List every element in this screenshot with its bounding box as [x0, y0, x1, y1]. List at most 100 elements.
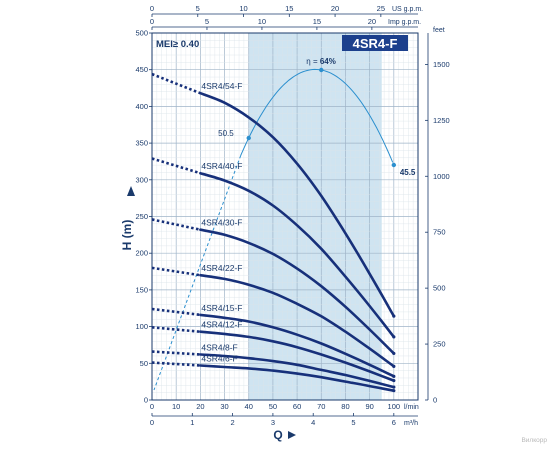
curve-extension-4sr4-40-f	[151, 157, 201, 175]
x-axis-arrow	[288, 431, 296, 439]
y-tick-label: 100	[135, 322, 148, 331]
y-axis-arrow	[127, 186, 135, 196]
feet-unit-label: feet	[433, 27, 445, 34]
y-tick-label: 150	[135, 285, 148, 294]
curve-extension-4sr4-12-f	[151, 326, 201, 334]
feet-tick-label: 250	[433, 340, 446, 349]
usgpm-tick-label: 10	[239, 4, 247, 13]
x-tick-label: 0	[150, 402, 154, 411]
curve-extension-4sr4-22-f	[151, 266, 201, 277]
m3h-tick-label: 2	[231, 418, 235, 427]
feet-tick-label: 750	[433, 228, 446, 237]
curve-end-point	[392, 374, 396, 378]
feet-tick-label: 0	[433, 396, 437, 405]
feet-tick-label: 1250	[433, 116, 450, 125]
mei-label: MEI≥ 0.40	[156, 39, 199, 50]
efficiency-marker	[391, 162, 397, 168]
curve-extension-4sr4-8-f	[151, 350, 201, 356]
curve-4sr4-15-f	[199, 313, 396, 378]
x-tick-label: 40	[245, 402, 253, 411]
series-label: 4SR4/40-F	[201, 161, 242, 171]
efficiency-marker	[319, 67, 324, 73]
curve-end-point	[392, 364, 396, 368]
x-axis-title: Q	[273, 428, 282, 442]
y-tick-label: 250	[135, 212, 148, 221]
x-tick-label: 20	[196, 402, 204, 411]
curve-extension-4sr4-30-f	[151, 218, 201, 231]
efficiency-peak-label: η = 64%	[306, 57, 336, 66]
curve-end-point	[392, 379, 396, 383]
curve-extension-4sr4-54-f	[151, 72, 201, 95]
x-tick-label: 60	[293, 402, 301, 411]
curve-end-point	[392, 314, 396, 318]
efficiency-peak-symbol: η =	[306, 57, 320, 66]
impgpm-unit-label: Imp g.p.m.	[388, 19, 421, 26]
curve-4sr4-40-f	[199, 171, 396, 339]
series-label: 4SR4/8-F	[201, 342, 237, 352]
curve-4sr4-8-f	[199, 353, 396, 389]
m3h-unit-label: m³/h	[404, 420, 418, 427]
usgpm-tick-label: 0	[150, 4, 154, 13]
curve-extension-4sr4-6-f	[151, 361, 201, 367]
m3h-tick-label: 3	[271, 418, 275, 427]
curve-extension-4sr4-15-f	[151, 307, 201, 317]
series-label: 4SR4/15-F	[201, 303, 242, 313]
series-label: 4SR4/22-F	[201, 263, 242, 273]
impgpm-tick-label: 15	[313, 17, 321, 26]
y-axis-title: H (m)	[120, 220, 134, 251]
y-tick-label: 300	[135, 175, 148, 184]
series-label: 4SR4/30-F	[201, 218, 242, 228]
y-tick-label: 200	[135, 249, 148, 258]
x-tick-label: 100	[388, 402, 401, 411]
y-tick-label: 350	[135, 139, 148, 148]
x-tick-label: 50	[269, 402, 277, 411]
curve-end-point	[392, 385, 396, 389]
y-tick-label: 0	[144, 396, 148, 405]
m3h-tick-label: 6	[392, 418, 396, 427]
impgpm-tick-label: 0	[150, 17, 154, 26]
efficiency-peak-value: 64%	[320, 57, 336, 66]
x-tick-label: 90	[365, 402, 373, 411]
x-tick-label: 30	[220, 402, 228, 411]
impgpm-tick-label: 20	[368, 17, 376, 26]
curve-end-point	[392, 351, 396, 356]
curve-end-point	[392, 335, 396, 339]
feet-tick-label: 500	[433, 284, 446, 293]
curve-4sr4-12-f	[199, 330, 396, 382]
y-tick-label: 50	[140, 359, 148, 368]
m3h-tick-label: 5	[351, 418, 355, 427]
usgpm-tick-label: 20	[331, 4, 339, 13]
watermark: Вилкорр	[521, 437, 547, 444]
y-tick-label: 450	[135, 65, 148, 74]
feet-tick-label: 1500	[433, 60, 450, 69]
series-label: 4SR4/12-F	[201, 320, 242, 330]
curve-end-point	[392, 389, 396, 393]
series-label: 4SR4/54-F	[201, 81, 242, 91]
impgpm-tick-label: 10	[258, 17, 266, 26]
y-tick-label: 500	[135, 29, 148, 38]
x-tick-label: 10	[172, 402, 180, 411]
x-unit-label: l/min	[404, 404, 419, 411]
m3h-tick-label: 0	[150, 418, 154, 427]
efficiency-label-end: 45.5	[400, 168, 416, 177]
y-tick-label: 400	[135, 102, 148, 111]
series-label: 4SR4/6-F	[201, 354, 237, 364]
efficiency-curve	[240, 68, 394, 163]
efficiency-marker	[246, 135, 251, 141]
curve-4sr4-54-f	[199, 91, 396, 318]
model-badge	[342, 35, 408, 51]
curve-4sr4-6-f	[199, 364, 396, 392]
efficiency-label-start: 50.5	[218, 129, 234, 138]
x-tick-label: 80	[341, 402, 349, 411]
m3h-tick-label: 1	[190, 418, 194, 427]
usgpm-tick-label: 15	[285, 4, 293, 13]
x-tick-label: 70	[317, 402, 325, 411]
curve-4sr4-22-f	[199, 273, 396, 368]
impgpm-tick-label: 5	[205, 17, 209, 26]
m3h-tick-label: 4	[311, 418, 315, 427]
usgpm-tick-label: 5	[196, 4, 200, 13]
feet-tick-label: 1000	[433, 172, 450, 181]
usgpm-tick-label: 25	[377, 4, 385, 13]
curve-4sr4-30-f	[199, 228, 396, 355]
